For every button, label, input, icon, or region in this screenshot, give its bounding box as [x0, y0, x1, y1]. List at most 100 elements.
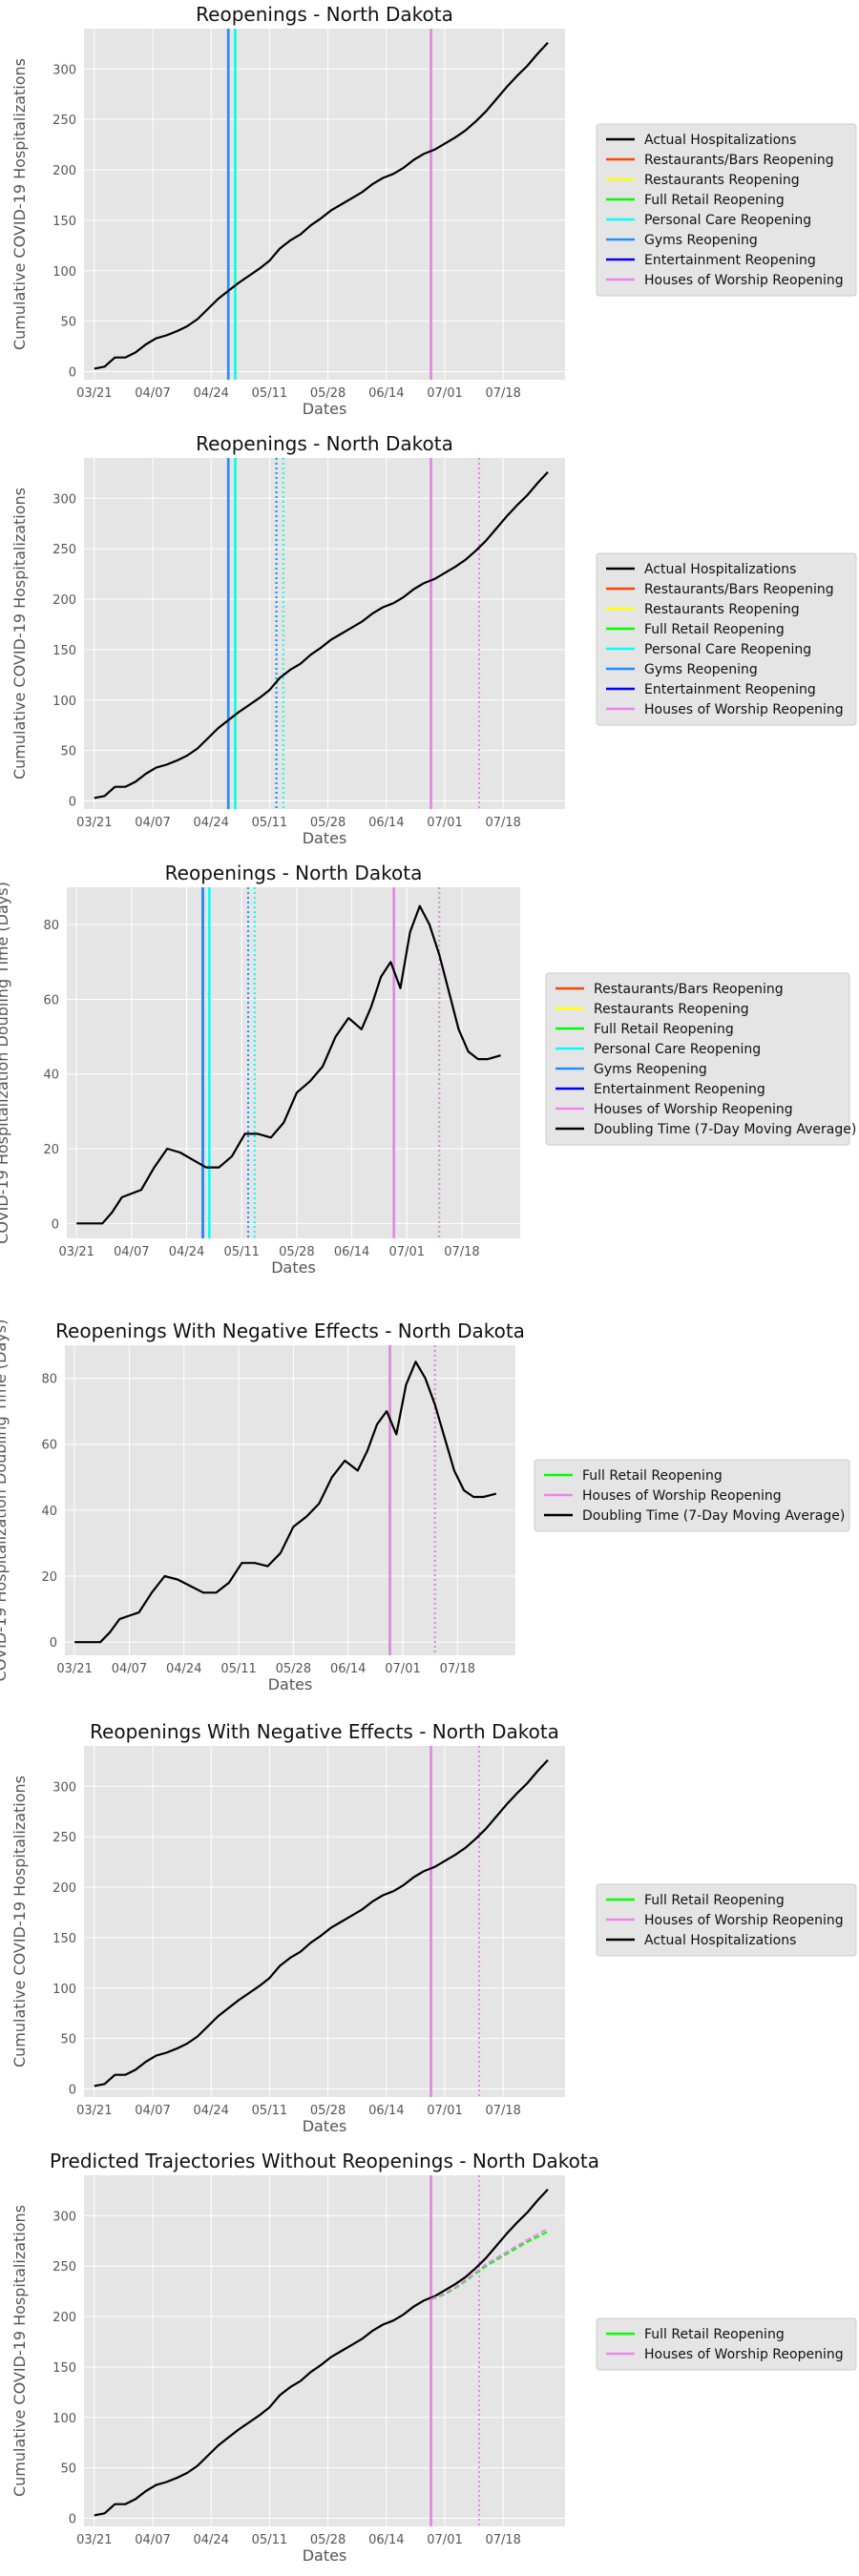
y-axis-label: Cumulative COVID-19 Hospitalizations [10, 488, 29, 779]
legend-box [596, 552, 857, 726]
plot-area [84, 1746, 565, 2097]
x-tick-label: 05/11 [252, 386, 287, 401]
y-tick-label: 20 [41, 1570, 57, 1585]
x-tick-label: 06/14 [368, 816, 404, 830]
series-line-houses-of-worship-reopening [430, 2228, 549, 2301]
legend-entry: Restaurants Reopening [644, 602, 800, 617]
x-tick-label: 05/28 [276, 1662, 311, 1676]
y-axis-label: COVID-19 Hospitalization Doubling Time (… [0, 882, 11, 1244]
x-tick-label: 04/07 [135, 2104, 170, 2118]
legend-entry: Gyms Reopening [644, 662, 758, 677]
x-tick-label: 03/21 [76, 386, 112, 401]
x-tick-label: 04/07 [135, 386, 170, 401]
x-tick-label: 04/24 [193, 816, 228, 830]
x-tick-label: 06/14 [330, 1662, 366, 1676]
legend-box [596, 2317, 857, 2371]
x-tick-label: 04/24 [193, 386, 228, 401]
x-tick-label: 05/28 [310, 2533, 346, 2547]
x-tick-label: 04/07 [112, 1662, 147, 1676]
x-tick-label: 07/01 [427, 386, 462, 401]
y-tick-label: 50 [60, 2462, 76, 2477]
series-line-actual-hospitalizations [94, 1759, 549, 2088]
x-axis-label: Dates [303, 829, 347, 847]
y-tick-label: 250 [52, 2260, 76, 2275]
legend: Actual Hospitalizations Restaurants/Bars … [596, 123, 857, 297]
x-tick-label: 07/18 [485, 816, 520, 830]
x-tick-label: 07/18 [485, 2533, 520, 2547]
legend-entry: Actual Hospitalizations [644, 1933, 796, 1948]
legend-entry: Houses of Worship Reopening [644, 273, 844, 288]
y-tick-label: 250 [52, 543, 76, 557]
x-tick-label: 07/01 [427, 816, 462, 830]
x-tick-label: 05/28 [310, 2104, 346, 2118]
x-tick-label: 05/11 [252, 2533, 287, 2547]
x-tick-label: 05/11 [252, 2104, 287, 2118]
y-tick-label: 200 [52, 1881, 76, 1896]
x-tick-label: 07/18 [440, 1662, 475, 1676]
legend-entry: Full Retail Reopening [582, 1468, 723, 1484]
y-tick-label: 250 [52, 1831, 76, 1845]
y-tick-label: 80 [41, 1373, 57, 1387]
legend: Full Retail Reopening Houses of Worship R… [534, 1459, 850, 1532]
x-tick-label: 04/24 [166, 1662, 201, 1676]
x-tick-label: 04/07 [135, 2533, 170, 2547]
legend-entry: Actual Hospitalizations [644, 562, 796, 577]
legend-entry: Entertainment Reopening [644, 682, 816, 697]
series-line-actual-hospitalizations [94, 42, 549, 370]
y-tick-label: 300 [52, 63, 76, 77]
legend-entry: Restaurants/Bars Reopening [644, 582, 834, 597]
y-tick-label: 200 [52, 593, 76, 608]
y-axis-label: COVID-19 Hospitalization Doubling Time (… [0, 1319, 10, 1682]
x-tick-label: 06/14 [368, 386, 404, 401]
y-tick-label: 300 [52, 2210, 76, 2224]
series-line-actual-hospitalizations [94, 2189, 549, 2517]
x-tick-label: 07/01 [427, 2104, 462, 2118]
chart-title: Reopenings With Negative Effects - North… [55, 1319, 525, 1342]
legend: Restaurants/Bars Reopening Restaurants Re… [545, 972, 856, 1146]
x-tick-label: 03/21 [56, 1662, 92, 1676]
series-line-doubling-time-7-day-moving-average- [74, 1361, 497, 1644]
legend-entry: Full Retail Reopening [594, 1022, 734, 1037]
y-tick-label: 150 [52, 215, 76, 229]
x-tick-label: 03/21 [58, 1245, 94, 1259]
legend-entry: Entertainment Reopening [594, 1082, 765, 1097]
x-tick-label: 07/01 [385, 1662, 420, 1676]
x-tick-label: 05/28 [310, 816, 346, 830]
plot-area [65, 1345, 515, 1655]
x-tick-label: 05/11 [223, 1245, 259, 1259]
x-tick-label: 03/21 [76, 816, 112, 830]
y-tick-label: 40 [41, 1505, 57, 1519]
legend-entry: Restaurants Reopening [594, 1002, 749, 1017]
y-tick-label: 50 [60, 745, 76, 759]
legend-entry: Personal Care Reopening [644, 642, 811, 657]
series-line-actual-hospitalizations [94, 471, 549, 800]
legend-entry: Gyms Reopening [594, 1062, 707, 1077]
legend: Full Retail Reopening Houses of Worship R… [596, 2317, 857, 2371]
legend-entry: Houses of Worship Reopening [644, 702, 844, 717]
chart-panel-3: 03/21 04/07 04/24 05/11 05/28 06/14 07/01 07/18… [0, 862, 856, 1277]
legend-entry: Restaurants/Bars Reopening [594, 982, 784, 997]
y-tick-label: 100 [52, 695, 76, 709]
chart-title: Reopenings - North Dakota [196, 3, 453, 26]
x-tick-label: 07/01 [427, 2533, 462, 2547]
legend-box [596, 123, 857, 297]
y-tick-label: 150 [52, 1932, 76, 1946]
y-tick-label: 100 [52, 265, 76, 280]
x-tick-label: 05/28 [310, 386, 346, 401]
plot-area [67, 887, 520, 1238]
y-tick-label: 200 [52, 164, 76, 178]
y-tick-label: 60 [41, 1439, 57, 1453]
y-tick-label: 40 [43, 1069, 59, 1083]
x-tick-label: 07/01 [389, 1245, 425, 1259]
y-tick-label: 100 [52, 1983, 76, 1997]
y-tick-label: 60 [43, 993, 59, 1008]
x-tick-label: 06/14 [334, 1245, 369, 1259]
chart-panel-5: 03/21 04/07 04/24 05/11 05/28 06/14 07/01 07/18… [10, 1720, 857, 2135]
y-axis-label: Cumulative COVID-19 Hospitalizations [10, 58, 29, 350]
x-axis-label: Dates [268, 1675, 313, 1693]
x-axis-label: Dates [303, 400, 347, 418]
x-tick-label: 04/07 [114, 1245, 149, 1259]
y-tick-label: 0 [69, 2084, 76, 2098]
legend-entry: Full Retail Reopening [644, 193, 785, 208]
legend-entry: Restaurants/Bars Reopening [644, 153, 834, 168]
